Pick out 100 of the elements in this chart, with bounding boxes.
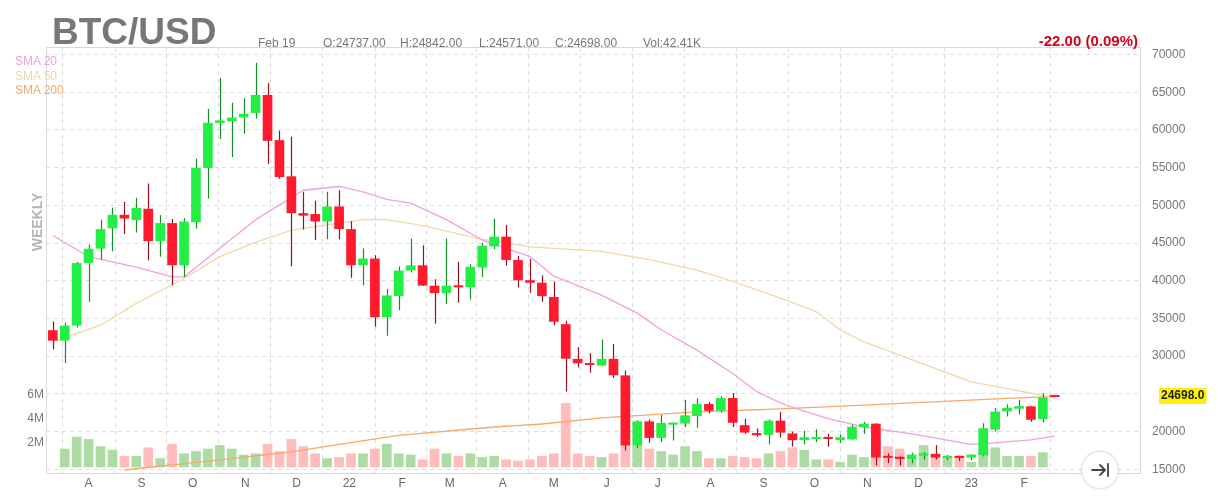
- x-tick-label: J: [654, 475, 661, 490]
- y2-tick-label: 4M: [27, 411, 44, 426]
- candlestick: [763, 418, 774, 445]
- bar: [358, 453, 368, 468]
- y-tick-label: 50000: [1152, 197, 1186, 212]
- annotation: H:24842.00: [400, 36, 463, 50]
- x-tick-label: F: [1020, 475, 1028, 490]
- x-tick-label: F: [398, 475, 406, 490]
- candlestick: [417, 244, 428, 287]
- candlestick: [990, 407, 1000, 433]
- bar: [787, 447, 798, 468]
- bar: [656, 451, 666, 468]
- x-tick-label: S: [137, 475, 146, 490]
- text: SMA 20: [15, 54, 59, 69]
- x-tick-label: D: [292, 475, 302, 490]
- bar: [298, 446, 309, 468]
- candlestick: [322, 191, 332, 240]
- bar: [203, 448, 213, 468]
- candlestick: [608, 343, 619, 379]
- x-tick-label: O: [809, 475, 820, 490]
- bar: [823, 459, 833, 468]
- bar: [692, 451, 702, 468]
- bar: [1026, 455, 1036, 468]
- text: SMA 50: [15, 68, 59, 83]
- bar: [835, 461, 845, 468]
- bar: [560, 403, 571, 468]
- candlestick: [334, 189, 344, 240]
- candlestick: [310, 200, 321, 241]
- x-tick-label: J: [603, 475, 610, 490]
- bar: [477, 457, 488, 468]
- x-tick-label: 22: [342, 475, 357, 490]
- candlestick: [298, 191, 309, 231]
- bar: [847, 454, 857, 468]
- bar: [179, 453, 189, 468]
- candlestick: [358, 247, 368, 286]
- x-tick-label: A: [84, 475, 93, 490]
- bar: [501, 459, 511, 468]
- text: WEEKLY: [29, 192, 45, 252]
- y-tick-label: 55000: [1152, 159, 1186, 174]
- annotation: Feb 19: [258, 36, 296, 50]
- candlestick: [47, 320, 58, 350]
- bar: [417, 459, 428, 468]
- candlestick: [405, 237, 416, 274]
- bar: [763, 453, 774, 468]
- candlestick: [656, 414, 666, 443]
- bar: [775, 451, 786, 468]
- candlestick: [59, 322, 70, 364]
- bar: [429, 448, 440, 468]
- y-tick-label: 30000: [1152, 348, 1186, 363]
- candlestick: [453, 261, 464, 304]
- candlestick: [513, 255, 523, 289]
- bar: [537, 455, 547, 468]
- candlestick: [680, 399, 690, 428]
- bar: [71, 436, 82, 468]
- bar: [668, 454, 678, 468]
- y-tick-label: 45000: [1152, 235, 1186, 250]
- bar: [167, 443, 177, 468]
- bar: [370, 448, 380, 468]
- bar: [1038, 452, 1048, 468]
- bar: [465, 453, 476, 468]
- x-tick-label: D: [914, 475, 924, 490]
- bar: [191, 451, 201, 468]
- candlestick: [107, 207, 118, 252]
- bar: [1002, 455, 1012, 468]
- x-tick-label: N: [863, 475, 872, 490]
- annotation: O:24737.00: [323, 36, 386, 50]
- x-tick-label: S: [759, 475, 768, 490]
- bar: [751, 458, 762, 468]
- candlestick: [131, 197, 142, 234]
- bar: [334, 457, 344, 468]
- y-tick-label: 40000: [1152, 273, 1186, 288]
- x-tick-label: A: [706, 475, 715, 490]
- bar: [214, 445, 225, 468]
- candlestick: [95, 219, 106, 261]
- x-tick-label: 23: [964, 475, 979, 490]
- candlestick: [381, 288, 392, 337]
- bar: [513, 460, 523, 468]
- x-tick-label: M: [548, 475, 559, 490]
- bar: [859, 457, 869, 468]
- bar: [680, 446, 690, 468]
- text: SMA 200: [15, 83, 64, 98]
- y-tick-label: 20000: [1152, 423, 1186, 438]
- bar: [393, 453, 404, 468]
- bar: [632, 445, 643, 468]
- bar: [489, 455, 499, 468]
- candlestick: [501, 224, 511, 267]
- bar: [59, 448, 70, 468]
- bar: [966, 461, 977, 468]
- candlestick: [596, 338, 607, 367]
- bar: [727, 455, 738, 468]
- annotation: C:24698.00: [555, 36, 618, 50]
- bar: [95, 446, 106, 468]
- candlestick: [250, 62, 261, 120]
- y-tick-label: 60000: [1152, 122, 1186, 137]
- annotation: -22.00 (0.09%): [1038, 32, 1138, 50]
- y-tick-label: 65000: [1152, 84, 1186, 99]
- bar: [83, 439, 94, 468]
- annotation: Vol:42.41K: [643, 36, 702, 50]
- text: 24698.0: [1161, 388, 1205, 403]
- y-tick-label: 15000: [1152, 461, 1186, 476]
